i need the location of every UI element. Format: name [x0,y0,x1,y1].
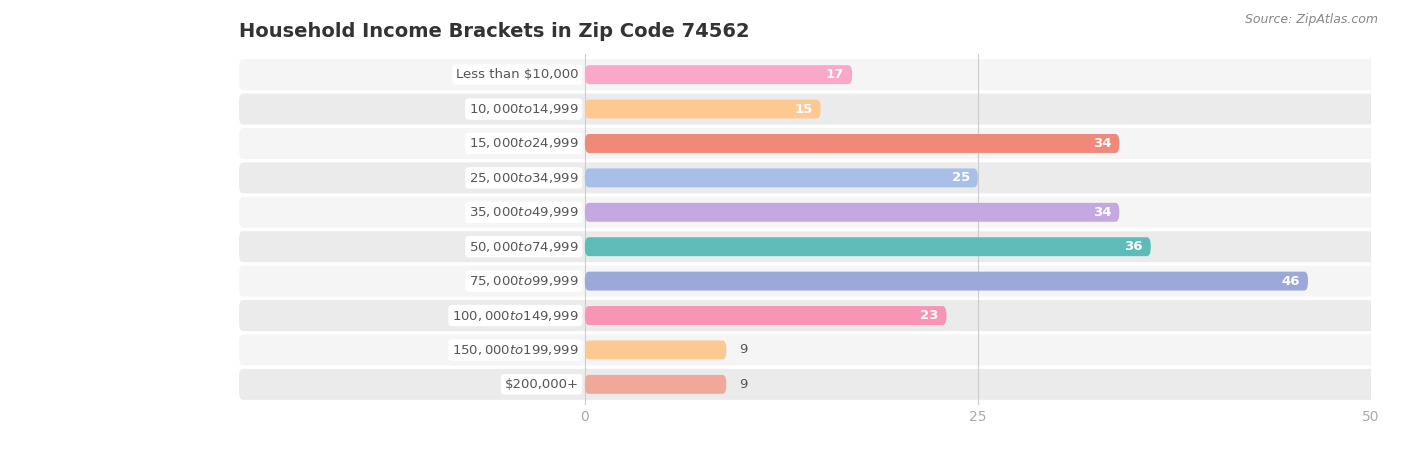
FancyBboxPatch shape [585,134,1119,153]
FancyBboxPatch shape [239,128,1402,159]
FancyBboxPatch shape [239,162,1402,194]
FancyBboxPatch shape [239,197,1402,228]
Text: $15,000 to $24,999: $15,000 to $24,999 [468,136,579,150]
FancyBboxPatch shape [239,94,1402,125]
Text: $10,000 to $14,999: $10,000 to $14,999 [468,102,579,116]
FancyBboxPatch shape [239,231,1402,262]
FancyBboxPatch shape [585,237,1150,256]
Text: $35,000 to $49,999: $35,000 to $49,999 [468,205,579,219]
Text: $100,000 to $149,999: $100,000 to $149,999 [453,309,579,323]
Text: $25,000 to $34,999: $25,000 to $34,999 [468,171,579,185]
FancyBboxPatch shape [239,369,1402,400]
Text: Less than $10,000: Less than $10,000 [456,68,579,81]
FancyBboxPatch shape [239,59,1402,90]
Text: Source: ZipAtlas.com: Source: ZipAtlas.com [1244,14,1378,27]
FancyBboxPatch shape [585,272,1308,291]
Text: 17: 17 [825,68,844,81]
FancyBboxPatch shape [585,375,727,394]
Text: Household Income Brackets in Zip Code 74562: Household Income Brackets in Zip Code 74… [239,22,749,41]
FancyBboxPatch shape [239,266,1402,297]
Text: 34: 34 [1092,137,1112,150]
FancyBboxPatch shape [585,306,946,325]
Text: $75,000 to $99,999: $75,000 to $99,999 [468,274,579,288]
Text: 25: 25 [952,171,970,184]
FancyBboxPatch shape [239,300,1402,331]
FancyBboxPatch shape [585,203,1119,222]
Text: 34: 34 [1092,206,1112,219]
FancyBboxPatch shape [585,168,977,187]
Text: 36: 36 [1125,240,1143,253]
Text: 15: 15 [794,103,813,116]
Text: 46: 46 [1282,274,1301,288]
Text: 9: 9 [740,378,747,391]
Text: 9: 9 [740,343,747,356]
Text: $200,000+: $200,000+ [505,378,579,391]
FancyBboxPatch shape [239,334,1402,365]
FancyBboxPatch shape [585,99,821,118]
FancyBboxPatch shape [585,341,727,360]
Text: $150,000 to $199,999: $150,000 to $199,999 [453,343,579,357]
Text: $50,000 to $74,999: $50,000 to $74,999 [468,240,579,254]
FancyBboxPatch shape [585,65,852,84]
Text: 23: 23 [920,309,939,322]
